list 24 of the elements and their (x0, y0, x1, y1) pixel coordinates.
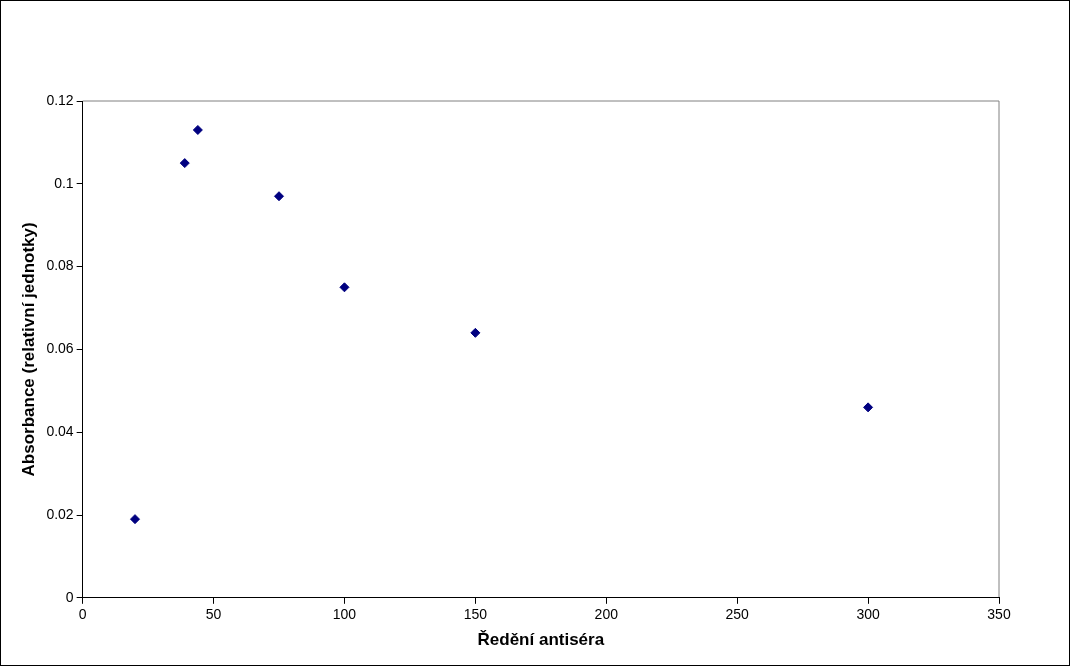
x-tick-label: 250 (725, 606, 750, 623)
x-tick-label: 150 (463, 606, 488, 623)
point (339, 282, 350, 293)
y-tick-label: 0.04 (46, 423, 74, 440)
y-tick-label: 0 (65, 588, 74, 605)
x-tick-label: 0 (78, 606, 87, 623)
point (863, 402, 874, 413)
y-tick-label: 0.06 (46, 340, 74, 357)
x-tick-label: 300 (856, 606, 880, 623)
y-tick-label: 0.12 (46, 91, 74, 108)
y-tick-label: 0.1 (54, 174, 74, 191)
y-axis-title: Absorbance (relativní jednotky) (18, 222, 38, 477)
point (179, 158, 190, 169)
x-tick-label: 100 (332, 606, 357, 623)
x-tick-label: 50 (205, 606, 222, 623)
y-tick-label: 0.08 (46, 257, 74, 274)
point (192, 124, 203, 135)
x-axis-title: Ředění antiséra (477, 630, 605, 650)
x-tick-label: 350 (987, 606, 1011, 623)
point (130, 514, 141, 525)
point (274, 191, 285, 202)
x-tick-label: 200 (594, 606, 619, 623)
y-tick-label: 0.02 (46, 505, 74, 522)
point (470, 327, 481, 338)
